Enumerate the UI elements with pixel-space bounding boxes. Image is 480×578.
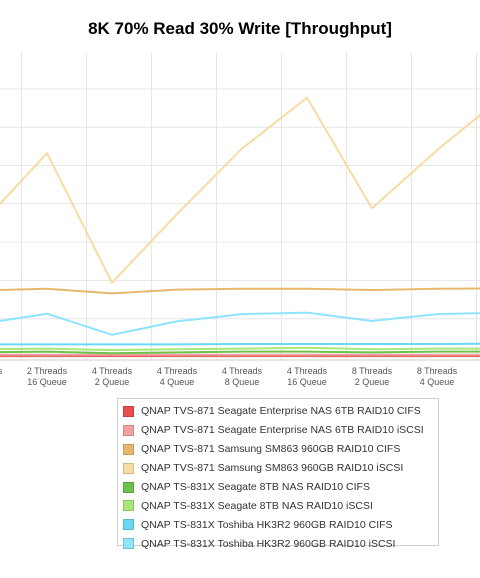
legend-swatch [123, 538, 134, 550]
legend-label: QNAP TVS-871 Seagate Enterprise NAS 6TB … [141, 424, 424, 437]
legend-label: QNAP TVS-871 Samsung SM863 960GB RAID10 … [141, 462, 404, 475]
legend-swatch [123, 405, 134, 417]
legend: QNAP TVS-871 Seagate Enterprise NAS 6TB … [117, 398, 439, 550]
series-line-8 [0, 311, 480, 336]
legend-item-8[interactable]: QNAP TS-831X Toshiba HK3R2 960GB RAID10 … [118, 534, 438, 553]
chart-title: 8K 70% Read 30% Write [Throughput] [88, 19, 392, 38]
series-line-3 [0, 287, 480, 295]
legend-item-1[interactable]: QNAP TVS-871 Seagate Enterprise NAS 6TB … [118, 402, 438, 421]
x-tick-label: 8 Threads 4 Queue [417, 366, 458, 387]
x-tick-label: 8 Threads 2 Queue [352, 366, 393, 387]
x-tick-label: 4 Threads 4 Queue [157, 366, 198, 387]
legend-item-7[interactable]: QNAP TS-831X Toshiba HK3R2 960GB RAID10 … [118, 515, 438, 534]
series-line-6 [0, 346, 480, 352]
legend-swatch [123, 481, 134, 493]
legend-item-2[interactable]: QNAP TVS-871 Seagate Enterprise NAS 6TB … [118, 421, 438, 440]
legend-swatch [123, 424, 134, 436]
legend-label: QNAP TS-831X Seagate 8TB NAS RAID10 iSCS… [141, 499, 373, 512]
series-line-4 [0, 96, 480, 284]
legend-item-6[interactable]: QNAP TS-831X Seagate 8TB NAS RAID10 iSCS… [118, 496, 438, 515]
legend-item-4[interactable]: QNAP TVS-871 Samsung SM863 960GB RAID10 … [118, 459, 438, 478]
series-line-5 [0, 350, 480, 355]
legend-item-5[interactable]: QNAP TS-831X Seagate 8TB NAS RAID10 CIFS [118, 478, 438, 497]
legend-label: QNAP TS-831X Toshiba HK3R2 960GB RAID10 … [141, 518, 393, 531]
legend-swatch [123, 500, 134, 512]
legend-swatch [123, 462, 134, 474]
legend-swatch [123, 443, 134, 455]
legend-label: QNAP TVS-871 Seagate Enterprise NAS 6TB … [141, 405, 421, 418]
legend-swatch [123, 519, 134, 531]
legend-label: QNAP TS-831X Seagate 8TB NAS RAID10 CIFS [141, 481, 370, 493]
legend-label: QNAP TS-831X Toshiba HK3R2 960GB RAID10 … [141, 537, 396, 550]
grid-layer [0, 52, 480, 361]
series-layer [0, 96, 480, 357]
legend-item-3[interactable]: QNAP TVS-871 Samsung SM863 960GB RAID10 … [118, 440, 438, 459]
x-tick-label: 4 Threads 16 Queue [287, 366, 328, 387]
series-line-7 [0, 342, 480, 346]
x-tick-label: 2 Threads 16 Queue [27, 366, 68, 387]
x-tick-label: 4 Threads 8 Queue [222, 366, 263, 387]
x-tick-label: 4 Threads 2 Queue [92, 366, 133, 387]
legend-label: QNAP TVS-871 Samsung SM863 960GB RAID10 … [141, 443, 401, 456]
